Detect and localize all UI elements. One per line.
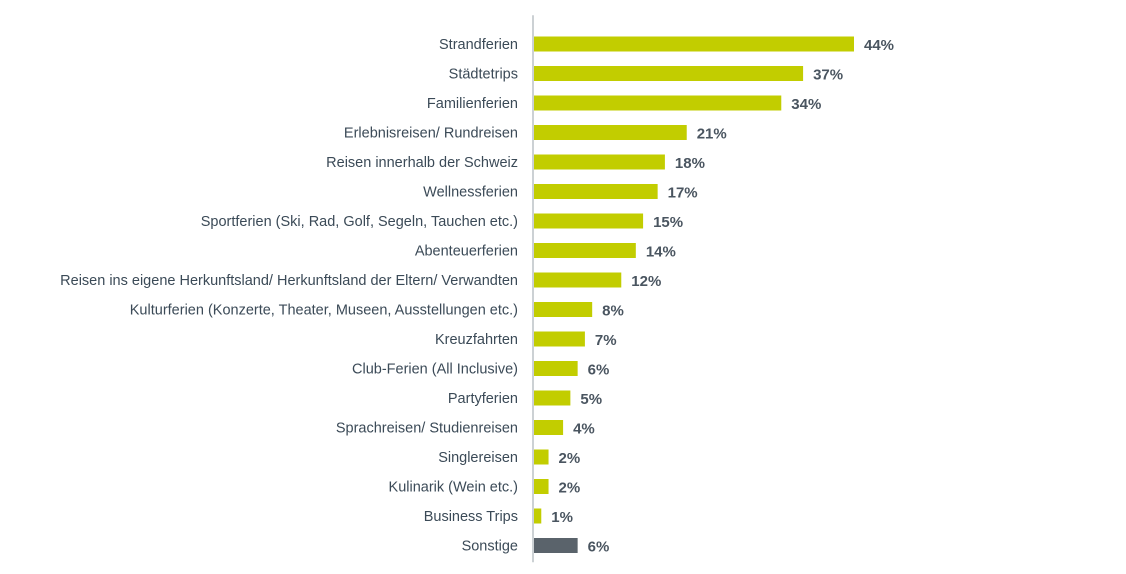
category-label: Erlebnisreisen/ Rundreisen: [344, 126, 518, 142]
category-label: Singlereisen: [438, 450, 518, 466]
value-labels-group: 44% 37% 34% 21% 18% 17% 15% 14% 12% 8% 7% 6% 5% 4% 2% 2…: [551, 37, 894, 556]
value-label: 21%: [697, 126, 727, 143]
category-label: Familienferien: [427, 96, 518, 112]
bars-group: [534, 36, 854, 553]
value-label: 2%: [559, 480, 581, 497]
category-label: Reisen ins eigene Herkunftsland/ Herkunf…: [60, 273, 518, 289]
bar: [534, 479, 549, 494]
value-label: 15%: [653, 214, 683, 231]
bar: [534, 538, 578, 553]
category-label: Sprachreisen/ Studienreisen: [336, 421, 518, 437]
bar: [534, 154, 665, 170]
category-label: Strandferien: [439, 37, 518, 53]
category-label: Reisen innerhalb der Schweiz: [326, 155, 518, 171]
bar: [534, 243, 636, 258]
bar: [534, 213, 644, 229]
category-label: Sportferien (Ski, Rad, Golf, Segeln, Tau…: [201, 214, 518, 230]
bar: [534, 184, 658, 199]
category-label: Sonstige: [462, 539, 518, 555]
category-label: Kulturferien (Konzerte, Theater, Museen,…: [130, 303, 518, 319]
category-label: Abenteuerferien: [415, 244, 518, 260]
bar: [534, 66, 804, 81]
value-label: 17%: [668, 185, 698, 202]
value-label: 44%: [864, 37, 894, 54]
bar: [534, 331, 585, 347]
value-label: 37%: [813, 67, 843, 84]
bar: [534, 302, 593, 317]
bar: [534, 95, 782, 111]
bar: [534, 36, 854, 52]
value-label: 18%: [675, 155, 705, 172]
category-labels-group: Strandferien Städtetrips Familienferien Erl…: [60, 37, 518, 555]
value-label: 2%: [559, 450, 581, 467]
bar: [534, 272, 622, 288]
category-label: Städtetrips: [449, 67, 518, 83]
category-label: Business Trips: [424, 509, 518, 525]
bar: [534, 508, 542, 524]
category-label: Partyferien: [448, 391, 518, 407]
bar: [534, 420, 564, 435]
value-label: 34%: [791, 96, 821, 113]
value-label: 1%: [551, 509, 573, 526]
category-label: Kreuzfahrten: [435, 332, 518, 348]
value-label: 4%: [573, 421, 595, 438]
value-label: 8%: [602, 303, 624, 320]
bar: [534, 449, 549, 465]
category-label: Wellnessferien: [423, 185, 518, 201]
bar: [534, 390, 571, 406]
bar: [534, 125, 687, 140]
category-label: Kulinarik (Wein etc.): [389, 480, 518, 496]
category-label: Club-Ferien (All Inclusive): [352, 362, 518, 378]
bar: [534, 361, 578, 376]
value-label: 6%: [588, 362, 610, 379]
value-label: 6%: [588, 539, 610, 556]
value-label: 5%: [580, 391, 602, 408]
value-label: 12%: [631, 273, 661, 290]
value-label: 14%: [646, 244, 676, 261]
value-label: 7%: [595, 332, 617, 349]
